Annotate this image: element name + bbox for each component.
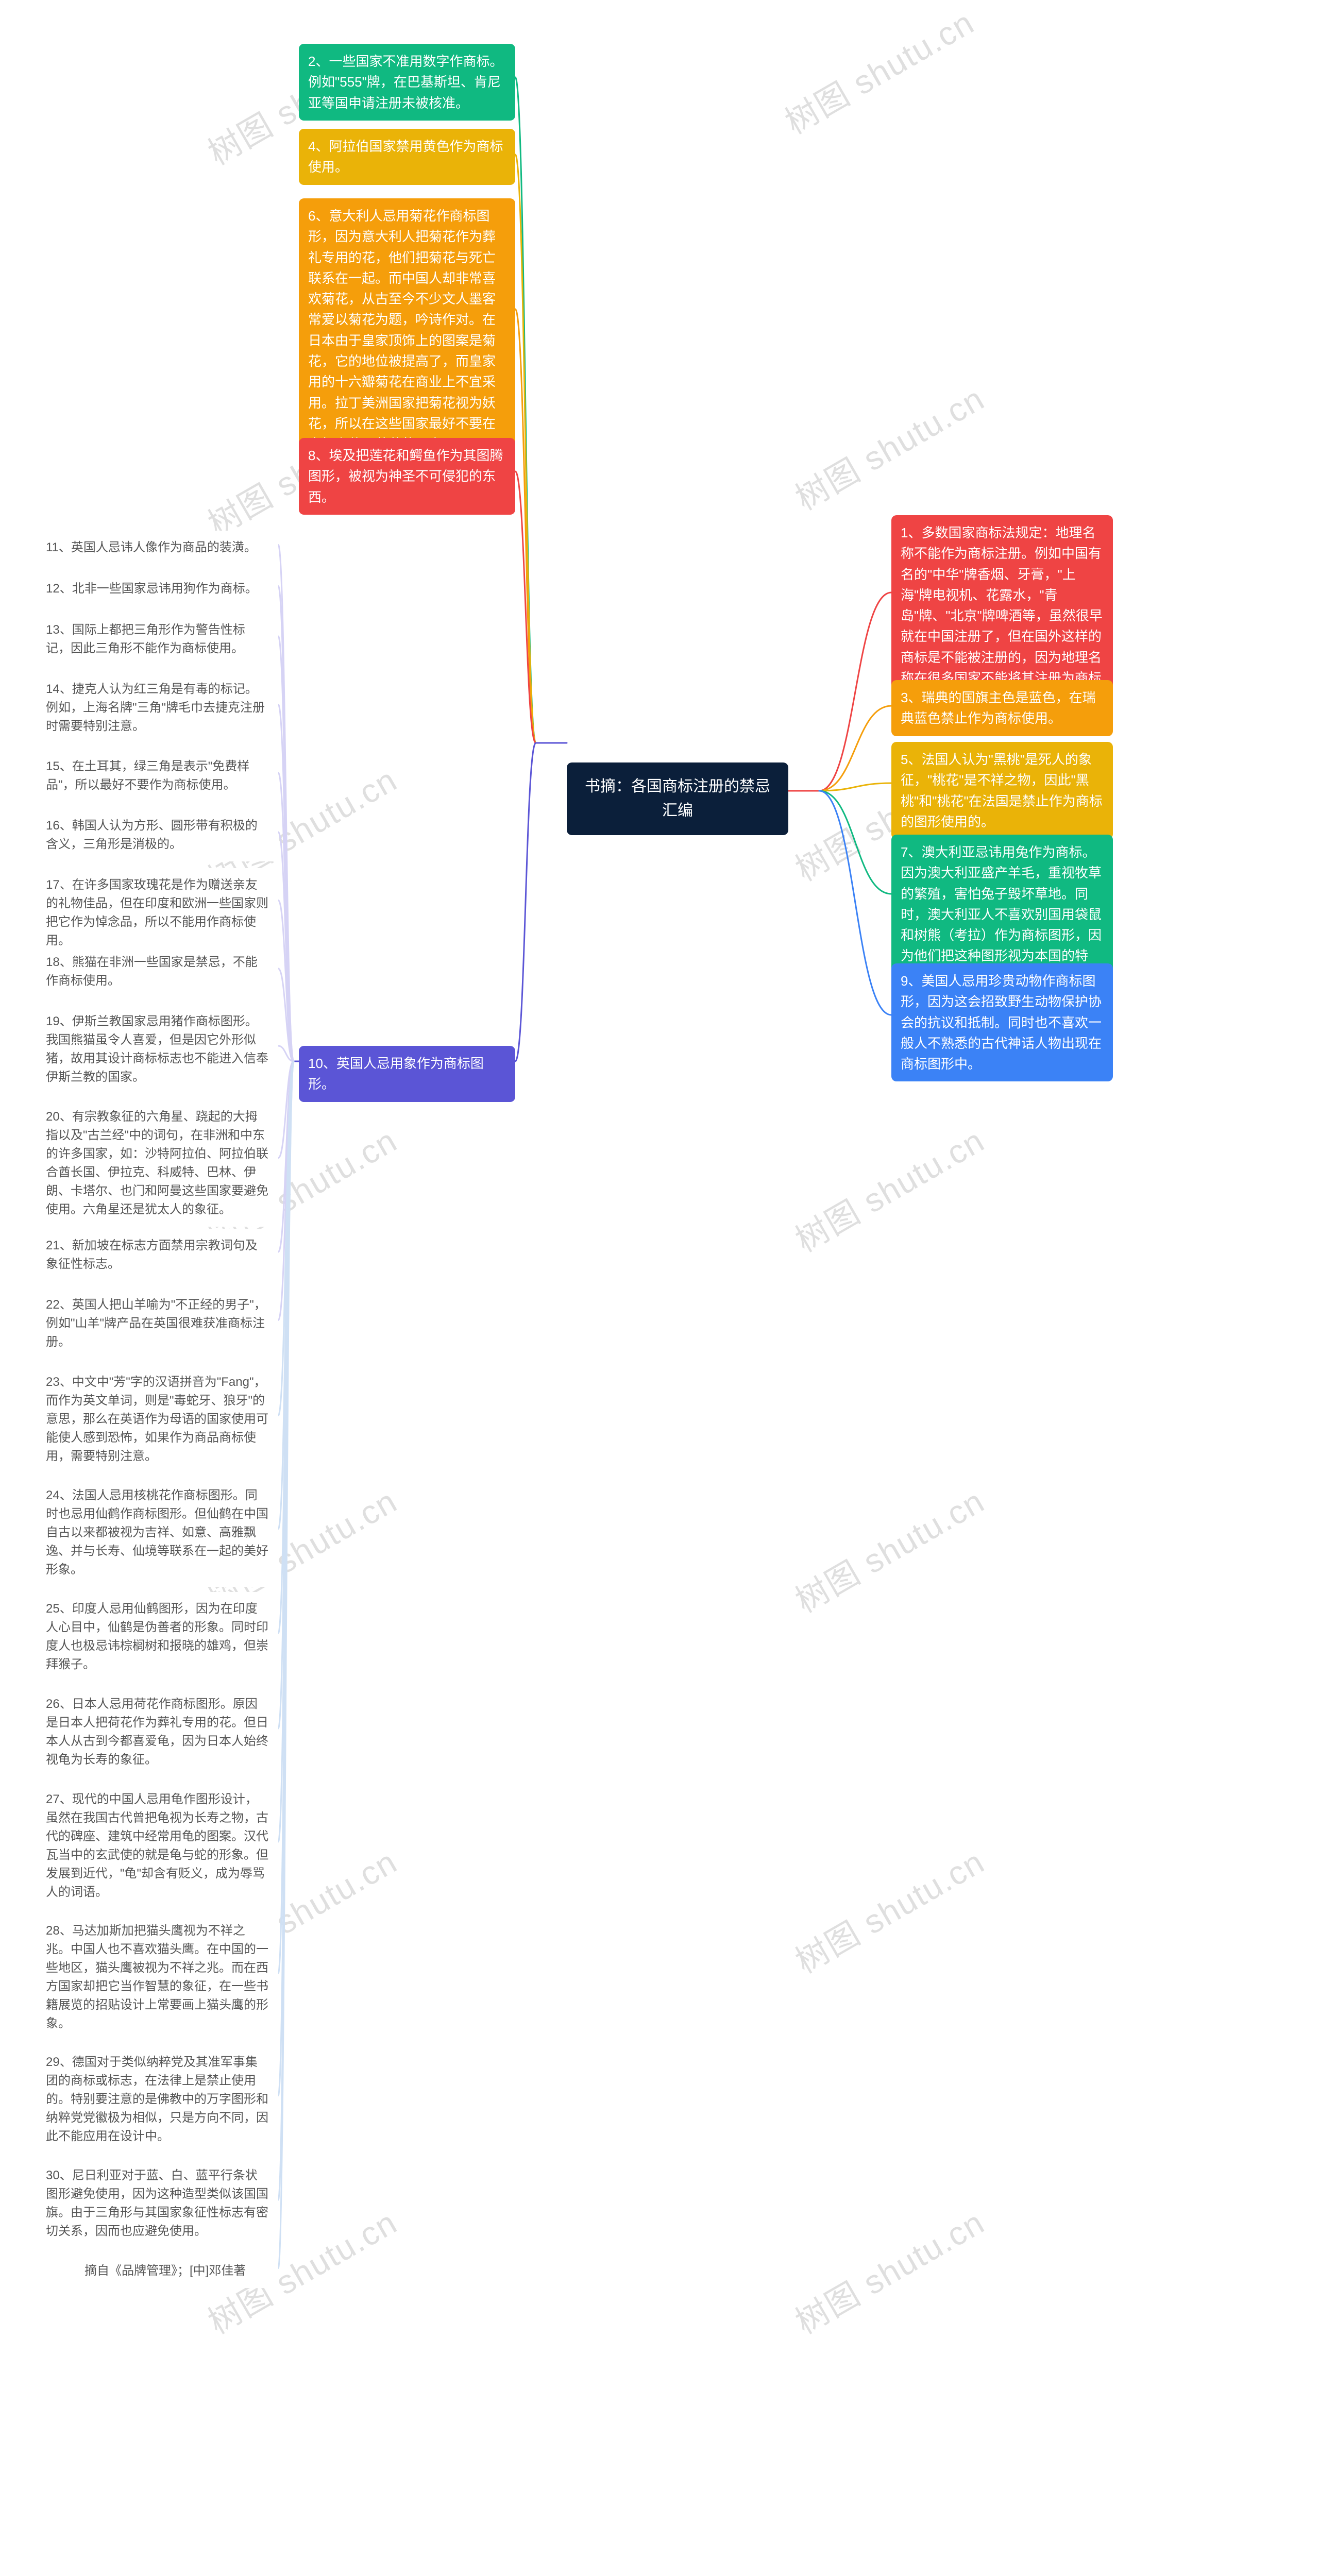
mindmap-node-label: 3、瑞典的国旗主色是蓝色，在瑞典蓝色禁止作为商标使用。 [901,687,1104,729]
mindmap-node: 摘自《品牌管理》；[中]邓佳著 [75,2254,278,2288]
mindmap-node: 14、捷克人认为红三角是有毒的标记。例如，上海名牌"三角"牌毛巾去捷克注册时需要… [36,672,278,743]
mindmap-node: 10、英国人忌用象作为商标图形。 [299,1046,515,1102]
mindmap-node: 3、瑞典的国旗主色是蓝色，在瑞典蓝色禁止作为商标使用。 [891,680,1113,736]
watermark-text: 树图 shutu.cn [785,1836,992,1983]
mindmap-node: 23、中文中"芳"字的汉语拼音为"Fang"，而作为英文单词，则是"毒蛇牙、狼牙… [36,1365,278,1473]
mindmap-node: 2、一些国家不准用数字作商标。例如"555"牌，在巴基斯坦、肯尼亚等国申请注册未… [299,44,515,121]
mindmap-node: 6、意大利人忌用菊花作商标图形，因为意大利人把菊花作为葬礼专用的花，他们把菊花与… [299,198,515,462]
mindmap-node-label: 24、法国人忌用核桃花作商标图形。同时也忌用仙鹤作商标图形。但仙鹤在中国自古以来… [46,1486,268,1579]
mindmap-node: 17、在许多国家玫瑰花是作为赠送亲友的礼物佳品，但在印度和欧洲一些国家则把它作为… [36,868,278,958]
watermark-text: 树图 shutu.cn [785,2557,992,2576]
mindmap-node: 21、新加坡在标志方面禁用宗教词句及象征性标志。 [36,1229,278,1281]
watermark-text: 树图 shutu.cn [785,2197,992,2344]
mindmap-node: 24、法国人忌用核桃花作商标图形。同时也忌用仙鹤作商标图形。但仙鹤在中国自古以来… [36,1479,278,1587]
mindmap-node: 20、有宗教象征的六角星、跷起的大拇指以及"古兰经"中的词句，在非洲和中东的许多… [36,1100,278,1227]
mindmap-node-label: 14、捷克人认为红三角是有毒的标记。例如，上海名牌"三角"牌毛巾去捷克注册时需要… [46,680,268,736]
mindmap-node-label: 11、英国人忌讳人像作为商品的装潢。 [46,538,268,557]
mindmap-node-label: 18、熊猫在非洲一些国家是禁忌，不能作商标使用。 [46,953,268,990]
watermark-text: 树图 shutu.cn [785,1476,992,1622]
mindmap-node: 22、英国人把山羊喻为"不正经的男子"，例如"山羊"牌产品在英国很难获准商标注册… [36,1288,278,1359]
mindmap-node-label: 21、新加坡在标志方面禁用宗教词句及象征性标志。 [46,1236,268,1274]
mindmap-root-label: 书摘：各国商标注册的禁忌汇编 [580,775,775,823]
mindmap-node-label: 28、马达加斯加把猫头鹰视为不祥之兆。中国人也不喜欢猫头鹰。在中国的一些地区，猫… [46,1922,268,2033]
mindmap-node-label: 25、印度人忌用仙鹤图形，因为在印度人心目中，仙鹤是伪善者的形象。同时印度人也极… [46,1600,268,1674]
mindmap-node: 18、熊猫在非洲一些国家是禁忌，不能作商标使用。 [36,945,278,998]
mindmap-node: 13、国际上都把三角形作为警告性标记，因此三角形不能作为商标使用。 [36,613,278,666]
mindmap-node-label: 23、中文中"芳"字的汉语拼音为"Fang"，而作为英文单词，则是"毒蛇牙、狼牙… [46,1373,268,1466]
mindmap-node: 9、美国人忌用珍贵动物作商标图形，因为这会招致野生动物保护协会的抗议和抵制。同时… [891,963,1113,1081]
watermark-text: 树图 shutu.cn [785,373,992,520]
mindmap-node: 4、阿拉伯国家禁用黄色作为商标使用。 [299,129,515,185]
mindmap-node-label: 摘自《品牌管理》；[中]邓佳著 [84,2262,268,2280]
mindmap-root-node: 书摘：各国商标注册的禁忌汇编 [567,762,788,835]
mindmap-node-label: 26、日本人忌用荷花作商标图形。原因是日本人把荷花作为葬礼专用的花。但日本人从古… [46,1695,268,1769]
mindmap-node-label: 27、现代的中国人忌用龟作图形设计，虽然在我国古代曾把龟视为长寿之物，古代的碑座… [46,1790,268,1902]
mindmap-node-label: 5、法国人认为"黑桃"是死人的象征，"桃花"是不祥之物，因此"黑桃"和"桃花"在… [901,749,1104,832]
mindmap-node-label: 10、英国人忌用象作为商标图形。 [308,1053,506,1095]
mindmap-node-label: 19、伊斯兰教国家忌用猪作商标图形。我国熊猫虽令人喜爱，但是因它外形似猪，故用其… [46,1012,268,1087]
mindmap-node-label: 6、意大利人忌用菊花作商标图形，因为意大利人把菊花作为葬礼专用的花，他们把菊花与… [308,206,506,455]
mindmap-node: 27、现代的中国人忌用龟作图形设计，虽然在我国古代曾把龟视为长寿之物，古代的碑座… [36,1783,278,1909]
mindmap-node-label: 22、英国人把山羊喻为"不正经的男子"，例如"山羊"牌产品在英国很难获准商标注册… [46,1296,268,1351]
mindmap-node-label: 9、美国人忌用珍贵动物作商标图形，因为这会招致野生动物保护协会的抗议和抵制。同时… [901,971,1104,1074]
mindmap-node-label: 13、国际上都把三角形作为警告性标记，因此三角形不能作为商标使用。 [46,621,268,658]
mindmap-node: 11、英国人忌讳人像作为商品的装潢。 [36,531,278,565]
mindmap-node: 29、德国对于类似纳粹党及其准军事集团的商标或标志，在法律上是禁止使用的。特别要… [36,2045,278,2154]
mindmap-node: 8、埃及把莲花和鳄鱼作为其图腾图形，被视为神圣不可侵犯的东西。 [299,438,515,515]
mindmap-node: 30、尼日利亚对于蓝、白、蓝平行条状图形避免使用，因为这种造型类似该国国旗。由于… [36,2159,278,2248]
mindmap-node-label: 2、一些国家不准用数字作商标。例如"555"牌，在巴基斯坦、肯尼亚等国申请注册未… [308,51,506,113]
mindmap-node-label: 8、埃及把莲花和鳄鱼作为其图腾图形，被视为神圣不可侵犯的东西。 [308,445,506,507]
watermark-text: 树图 shutu.cn [198,2557,404,2576]
mindmap-node-label: 30、尼日利亚对于蓝、白、蓝平行条状图形避免使用，因为这种造型类似该国国旗。由于… [46,2166,268,2241]
mindmap-node-label: 15、在土耳其，绿三角是表示"免费样品"，所以最好不要作为商标使用。 [46,757,268,794]
mindmap-node-label: 4、阿拉伯国家禁用黄色作为商标使用。 [308,136,506,178]
watermark-text: 树图 shutu.cn [775,0,982,143]
mindmap-node: 19、伊斯兰教国家忌用猪作商标图形。我国熊猫虽令人喜爱，但是因它外形似猪，故用其… [36,1005,278,1094]
watermark-text: 树图 shutu.cn [785,1115,992,1262]
mindmap-node: 28、马达加斯加把猫头鹰视为不祥之兆。中国人也不喜欢猫头鹰。在中国的一些地区，猫… [36,1914,278,2041]
mindmap-node-label: 17、在许多国家玫瑰花是作为赠送亲友的礼物佳品，但在印度和欧洲一些国家则把它作为… [46,876,268,950]
mindmap-node: 15、在土耳其，绿三角是表示"免费样品"，所以最好不要作为商标使用。 [36,750,278,802]
mindmap-node-label: 29、德国对于类似纳粹党及其准军事集团的商标或标志，在法律上是禁止使用的。特别要… [46,2053,268,2146]
mindmap-node: 12、北非一些国家忌讳用狗作为商标。 [36,572,278,606]
mindmap-node: 25、印度人忌用仙鹤图形，因为在印度人心目中，仙鹤是伪善者的形象。同时印度人也极… [36,1592,278,1682]
mindmap-node-label: 12、北非一些国家忌讳用狗作为商标。 [46,580,268,598]
mindmap-node-label: 20、有宗教象征的六角星、跷起的大拇指以及"古兰经"中的词句，在非洲和中东的许多… [46,1108,268,1219]
mindmap-node: 26、日本人忌用荷花作商标图形。原因是日本人把荷花作为葬礼专用的花。但日本人从古… [36,1687,278,1777]
mindmap-node: 5、法国人认为"黑桃"是死人的象征，"桃花"是不祥之物，因此"黑桃"和"桃花"在… [891,742,1113,839]
mindmap-node: 16、韩国人认为方形、圆形带有积极的含义，三角形是消极的。 [36,809,278,861]
mindmap-node-label: 16、韩国人认为方形、圆形带有积极的含义，三角形是消极的。 [46,817,268,854]
